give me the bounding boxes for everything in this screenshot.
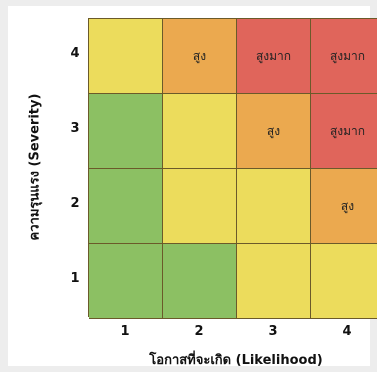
matrix-cell: [237, 244, 311, 319]
risk-matrix-panel: ความรุนแรง (Severity) 4 3 2 1 สูง สูงมากส…: [8, 6, 377, 368]
matrix-cell: สูงมาก: [311, 94, 377, 169]
matrix-cell: [89, 19, 163, 94]
matrix-cell: [163, 244, 237, 319]
y-tick-label: 1: [70, 271, 80, 286]
y-tick-label: 2: [70, 196, 80, 211]
matrix-cell: [237, 169, 311, 244]
matrix-cell: [89, 94, 163, 169]
matrix-cell: สูง: [163, 19, 237, 94]
y-tick-label: 4: [70, 46, 80, 61]
matrix-cell: สูง: [311, 169, 377, 244]
matrix-cell: สูง: [237, 94, 311, 169]
matrix-cell: สูงมาก: [237, 19, 311, 94]
matrix-cell: สูงมาก: [311, 19, 377, 94]
x-tick-label: 4: [342, 324, 352, 339]
matrix-cell: [163, 169, 237, 244]
y-axis-title: ความรุนแรง (Severity): [27, 93, 43, 241]
x-axis-title: โอกาสที่จะเกิด (Likelihood): [149, 353, 323, 368]
x-tick-label: 3: [268, 324, 278, 339]
matrix-cell: [163, 94, 237, 169]
risk-matrix-grid: สูง สูงมาก สูงมาก สูง สูงมาก สูง: [88, 18, 377, 319]
matrix-cell: [89, 244, 163, 319]
x-tick-label: 2: [194, 324, 204, 339]
matrix-cell: [89, 169, 163, 244]
y-tick-label: 3: [70, 121, 80, 136]
matrix-cell: [311, 244, 377, 319]
x-tick-label: 1: [120, 324, 130, 339]
